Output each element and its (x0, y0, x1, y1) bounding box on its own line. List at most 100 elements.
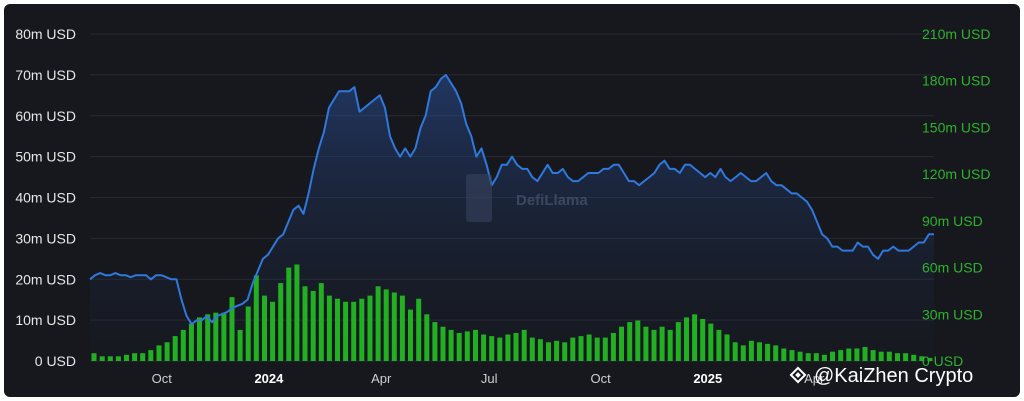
bar (724, 334, 730, 361)
bar (294, 264, 300, 361)
bar (229, 297, 235, 361)
bar (416, 298, 422, 361)
bar (432, 322, 438, 361)
watermark-text: DefiLlama (516, 192, 588, 209)
chart-svg: 0 USD 10m USD 20m USD 30m USD 40m USD 50m USD… (15, 26, 990, 387)
left-tick-label: 20m USD (15, 271, 76, 287)
bar-series (91, 264, 933, 361)
bar (757, 342, 762, 361)
right-tick-label: 30m USD (922, 306, 983, 322)
bar (310, 290, 316, 361)
bar (805, 353, 811, 361)
bar (773, 345, 779, 361)
bar (732, 342, 738, 361)
area-fill (90, 74, 934, 362)
credit-text: @KaiZhen Crypto (814, 365, 973, 387)
watermark-logo (466, 174, 492, 222)
bar (375, 286, 381, 361)
x-tick-label: Oct (152, 371, 173, 386)
bar (164, 342, 170, 361)
right-tick-label: 120m USD (922, 166, 990, 182)
bar (708, 323, 714, 361)
bar (586, 334, 592, 361)
bar (124, 354, 129, 361)
bar (448, 329, 454, 361)
bar (148, 350, 154, 361)
bar (91, 353, 97, 361)
bar (335, 298, 340, 361)
bar (399, 295, 405, 361)
bar (367, 295, 373, 361)
bar (286, 267, 292, 361)
watermark: DefiLlama (466, 174, 588, 222)
x-tick-label: Jul (481, 371, 498, 386)
right-tick-label: 60m USD (922, 260, 983, 276)
bar (464, 331, 470, 361)
x-tick-label: Apr (804, 371, 825, 386)
x-tick-label: Apr (371, 371, 392, 386)
bar (765, 343, 771, 361)
bar (927, 357, 933, 361)
bar (781, 348, 787, 361)
bar (440, 326, 446, 361)
right-tick-label: 150m USD (922, 119, 990, 135)
line-area (90, 74, 934, 362)
chart-frame: 0 USD 10m USD 20m USD 30m USD 40m USD 50m USD… (4, 4, 1020, 397)
bar (830, 351, 835, 361)
right-tick-label: 210m USD (922, 26, 990, 42)
bar (797, 351, 803, 361)
bar (903, 353, 909, 361)
bar (838, 350, 844, 361)
bar (521, 329, 527, 361)
bar (846, 348, 852, 361)
bar (821, 354, 827, 361)
bar (740, 345, 746, 361)
left-tick-label: 50m USD (15, 149, 76, 165)
bar (692, 314, 698, 361)
bar (895, 353, 900, 361)
x-axis: Oct 2024 Apr Jul Oct 2025 Apr (152, 371, 825, 386)
bar (140, 353, 146, 361)
left-tick-label: 80m USD (15, 26, 76, 42)
bar (481, 334, 487, 361)
bar (716, 329, 722, 361)
bar (424, 314, 430, 361)
bar (529, 337, 535, 361)
bar (700, 319, 706, 361)
bar (619, 326, 624, 361)
bar (878, 351, 884, 361)
left-tick-label: 70m USD (15, 67, 76, 83)
bar (237, 329, 243, 361)
bar (245, 306, 251, 361)
bar (115, 356, 121, 361)
bar (789, 350, 795, 361)
bar (188, 323, 194, 361)
line-series (89, 73, 934, 326)
right-axis: 0 USD 30m USD 60m USD 90m USD 120m USD 150m U… (922, 26, 990, 369)
bar (221, 312, 227, 361)
bar (886, 351, 892, 361)
bar (667, 329, 673, 361)
bar (919, 356, 925, 361)
bar (651, 329, 657, 361)
left-tick-label: 30m USD (15, 230, 76, 246)
bar (675, 322, 681, 361)
bar (456, 333, 462, 361)
bar (489, 336, 495, 361)
right-tick-label: 180m USD (922, 73, 990, 89)
bar (497, 337, 503, 361)
bar (578, 336, 584, 361)
x-tick-label: 2024 (254, 371, 284, 386)
bar (132, 353, 138, 361)
bar (505, 334, 511, 361)
bar (197, 317, 202, 361)
bar (813, 353, 819, 361)
binance-logo-icon (789, 366, 807, 384)
bar (911, 354, 917, 361)
bar (172, 336, 178, 361)
bar (107, 356, 113, 361)
bar (684, 317, 689, 361)
bar (513, 333, 519, 361)
bar (359, 298, 365, 361)
bar (748, 340, 754, 361)
